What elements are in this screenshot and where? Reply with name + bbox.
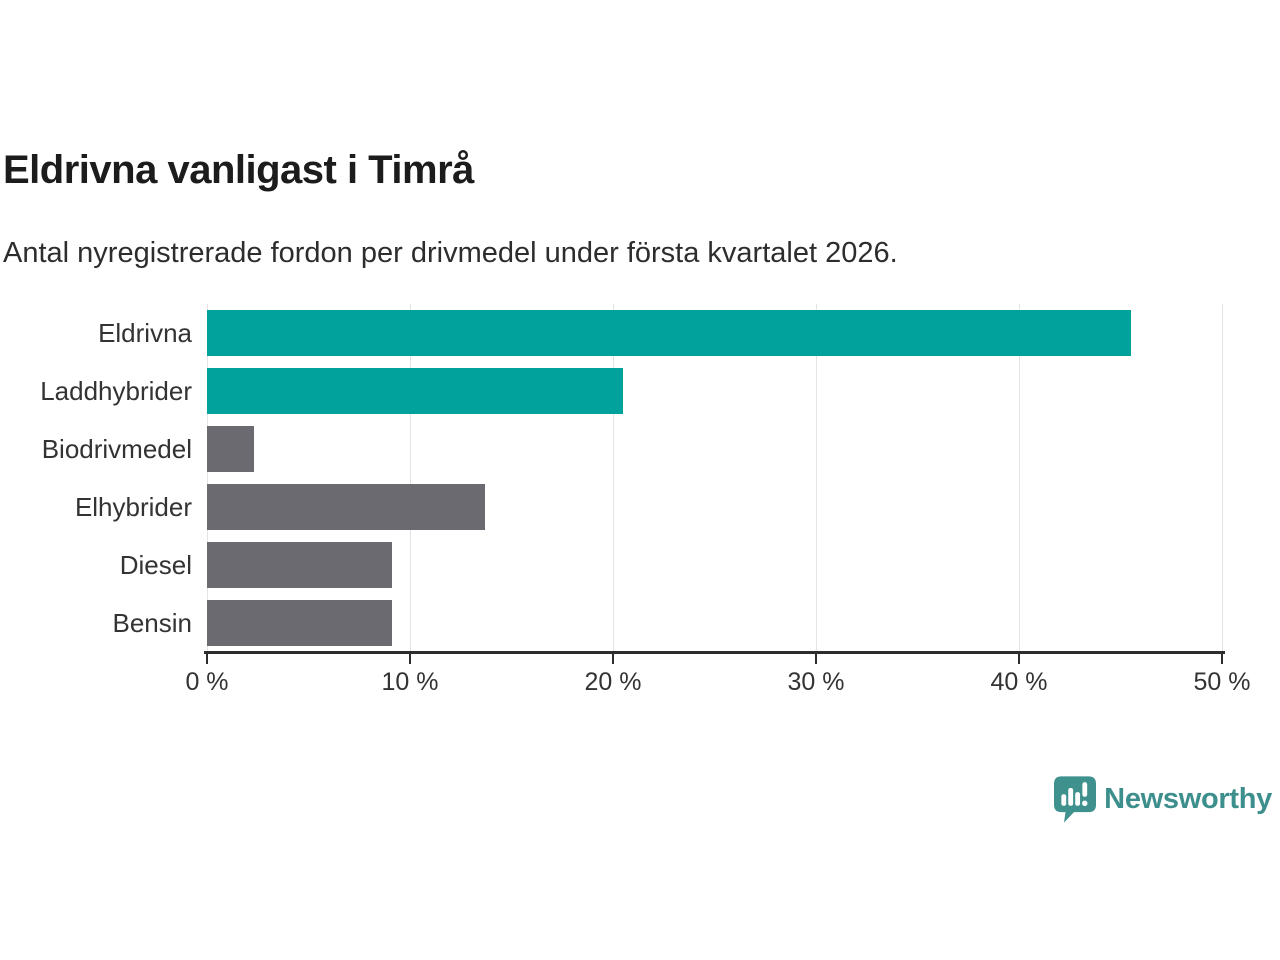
- gridline: [1019, 304, 1020, 652]
- bar-row: [207, 536, 1222, 594]
- bar-elhybrider: [207, 484, 486, 530]
- newsworthy-logo-text: Newsworthy: [1104, 783, 1272, 815]
- x-axis-tick: [1221, 654, 1223, 664]
- x-axis-tick-label: 50 %: [1193, 668, 1251, 696]
- x-axis-tick-label: 0 %: [185, 668, 229, 696]
- bar-biodrivmedel: [207, 426, 254, 472]
- category-label-eldrivna: Eldrivna: [98, 317, 192, 348]
- bar-laddhybrider: [207, 368, 624, 414]
- chart-subtitle: Antal nyregistrerade fordon per drivmede…: [3, 237, 898, 269]
- bar-row: [207, 362, 1222, 420]
- bar-row: [207, 420, 1222, 478]
- category-label-biodrivmedel: Biodrivmedel: [41, 433, 192, 464]
- x-axis-tick-label: 10 %: [381, 668, 439, 696]
- y-axis-labels: Eldrivna Laddhybrider Biodrivmedel Elhybrid…: [0, 304, 192, 652]
- category-label-diesel: Diesel: [119, 549, 192, 580]
- x-axis-tick-label: 30 %: [787, 668, 845, 696]
- x-axis-tick: [612, 654, 614, 664]
- bar-bensin: [207, 600, 392, 646]
- category-label-bensin: Bensin: [112, 607, 193, 638]
- bar-row: [207, 304, 1222, 362]
- plot-area: [207, 304, 1223, 652]
- category-label-laddhybrider: Laddhybrider: [40, 375, 192, 406]
- gridline: [207, 304, 208, 652]
- x-axis-tick: [1018, 654, 1020, 664]
- x-axis-tick-label: 40 %: [990, 668, 1048, 696]
- x-axis-tick-label: 20 %: [584, 668, 642, 696]
- bar-diesel: [207, 542, 392, 588]
- x-axis-tick: [815, 654, 817, 664]
- gridline: [410, 304, 411, 652]
- gridline: [613, 304, 614, 652]
- newsworthy-logo-icon: [1054, 776, 1097, 823]
- chart-title: Eldrivna vanligast i Timrå: [3, 148, 474, 192]
- newsworthy-logo: Newsworthy: [1054, 776, 1272, 823]
- gridline: [1222, 304, 1223, 652]
- gridline: [816, 304, 817, 652]
- bar-eldrivna: [207, 310, 1131, 356]
- x-axis-line: [204, 651, 1225, 654]
- x-axis-tick: [206, 654, 208, 664]
- x-axis-tick: [409, 654, 411, 664]
- bar-row: [207, 594, 1222, 652]
- bar-row: [207, 478, 1222, 536]
- category-label-elhybrider: Elhybrider: [74, 491, 192, 522]
